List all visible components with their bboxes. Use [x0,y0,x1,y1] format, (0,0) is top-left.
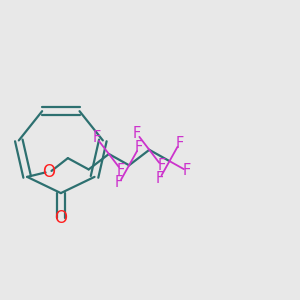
Text: F: F [133,126,141,141]
Text: F: F [117,163,125,178]
Text: F: F [115,176,123,190]
Text: F: F [158,158,166,173]
Text: F: F [183,164,191,178]
Text: F: F [92,130,101,146]
Text: F: F [135,140,143,155]
Text: O: O [42,164,55,181]
Text: O: O [54,209,67,227]
Text: F: F [155,171,164,186]
Text: F: F [175,136,184,151]
